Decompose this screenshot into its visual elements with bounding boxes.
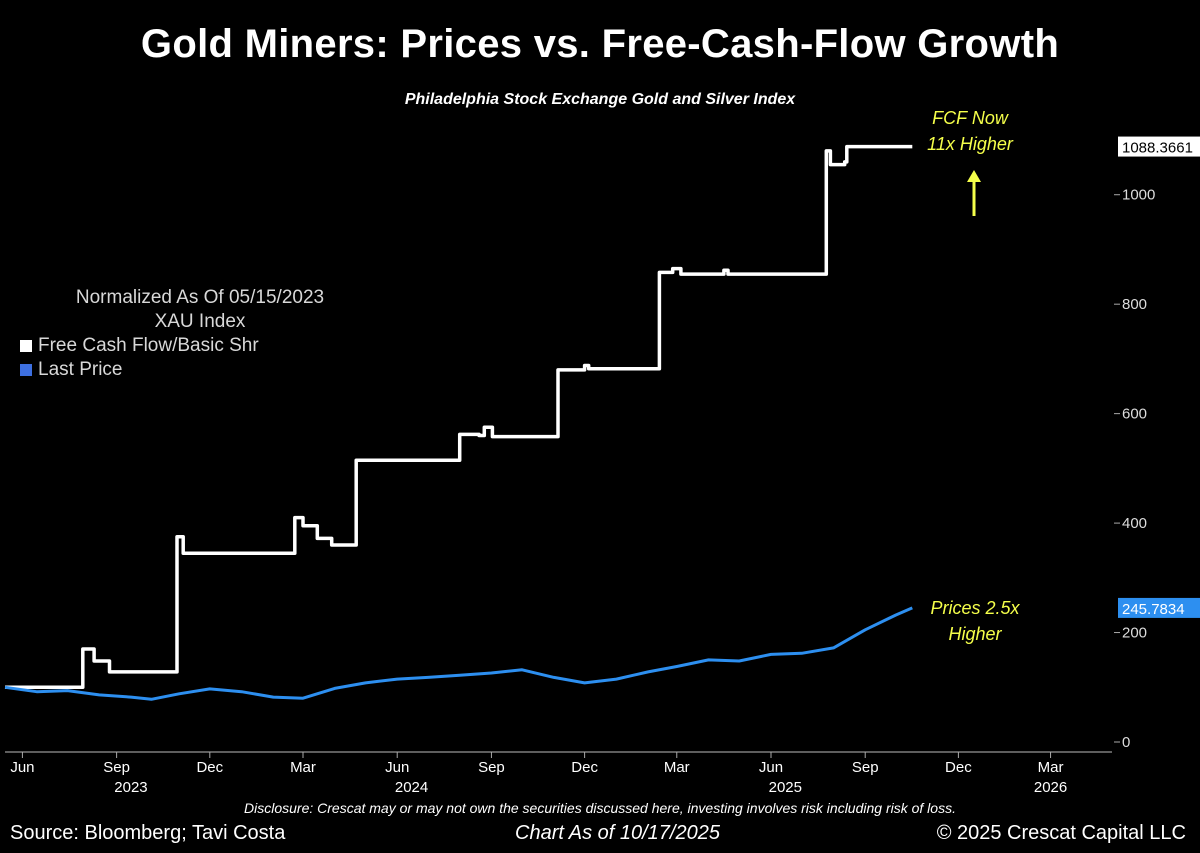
chart-subtitle: Philadelphia Stock Exchange Gold and Sil… xyxy=(404,91,796,108)
legend-label-fcf: Free Cash Flow/Basic Shr xyxy=(38,335,259,356)
legend-label-price: Last Price xyxy=(38,359,123,380)
x-tick-label: Dec xyxy=(945,759,972,776)
x-year-label: 2024 xyxy=(395,779,428,796)
x-year-label: 2025 xyxy=(769,779,802,796)
legend-item-price: Last Price xyxy=(20,358,380,382)
legend-header-normalized: Normalized As Of 05/15/2023 xyxy=(75,287,325,308)
y-tick-label: 400 xyxy=(1122,515,1147,532)
last-value-box-fcf xyxy=(1118,136,1200,157)
x-tick-label: Dec xyxy=(196,759,223,776)
chart-title: Gold Miners: Prices vs. Free-Cash-Flow G… xyxy=(140,22,1060,66)
legend: Normalized As Of 05/15/2023 XAU Index Fr… xyxy=(20,286,380,382)
legend-header-index: XAU Index xyxy=(154,311,246,332)
x-tick-label: Sep xyxy=(478,759,505,776)
annotation-fcf-line2: 11x Higher xyxy=(927,134,1013,154)
x-tick-label: Mar xyxy=(290,759,316,776)
legend-item-fcf: Free Cash Flow/Basic Shr xyxy=(20,334,380,358)
disclosure-text: Disclosure: Crescat may or may not own t… xyxy=(244,800,956,816)
y-tick-label: 0 xyxy=(1122,734,1130,751)
arrow-up-icon xyxy=(967,170,981,216)
fcf-line xyxy=(5,144,913,690)
x-tick-label: Jun xyxy=(385,759,409,776)
last-value-label-price: 245.7834 xyxy=(1122,601,1185,618)
x-tick-label: Sep xyxy=(852,759,879,776)
y-tick-label: 800 xyxy=(1122,296,1147,313)
last-value-box-price xyxy=(1118,597,1200,618)
legend-swatch-fcf xyxy=(20,340,32,352)
source-text: Source: Bloomberg; Tavi Costa xyxy=(10,822,286,844)
x-tick-label: Jun xyxy=(759,759,783,776)
annotation-price-line2: Higher xyxy=(948,624,1002,644)
y-tick-label: 600 xyxy=(1122,406,1147,423)
price-line xyxy=(4,606,913,701)
y-tick-label: 200 xyxy=(1122,625,1147,642)
legend-swatch-price xyxy=(20,364,32,376)
x-year-label: 2026 xyxy=(1034,779,1067,796)
annotation-fcf: FCF Now 11x Higher xyxy=(905,105,1035,157)
axes: 0 200 400 600 800 1000 Jun Sep Dec Mar Jun Sep Dec Ma… xyxy=(5,187,1155,796)
last-value-label-fcf: 1088.3661 xyxy=(1122,140,1193,157)
as-of-text: Chart As of 10/17/2025 xyxy=(515,822,720,844)
annotation-fcf-line1: FCF Now xyxy=(932,108,1008,128)
x-tick-label: Dec xyxy=(571,759,598,776)
x-tick-label: Sep xyxy=(103,759,130,776)
y-tick-label: 1000 xyxy=(1122,187,1155,204)
x-tick-label: Mar xyxy=(1038,759,1064,776)
x-tick-label: Mar xyxy=(664,759,690,776)
x-tick-label: Jun xyxy=(10,759,34,776)
copyright-text: © 2025 Crescat Capital LLC xyxy=(936,822,1186,844)
last-value-labels: 1088.3661 245.7834 xyxy=(1118,136,1200,618)
x-year-label: 2023 xyxy=(114,779,147,796)
series-layer xyxy=(4,144,913,701)
annotation-price-line1: Prices 2.5x xyxy=(930,598,1020,618)
annotation-price: Prices 2.5x Higher xyxy=(910,595,1040,647)
